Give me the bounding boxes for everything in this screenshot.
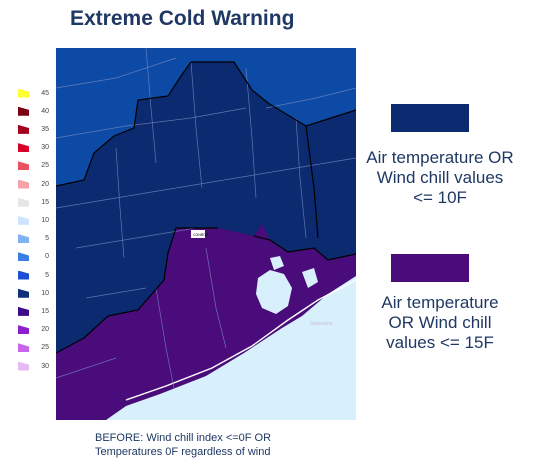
scale-row: 15 [18, 306, 49, 316]
scale-swatch [18, 270, 29, 280]
footnote: BEFORE: Wind chill index <=0F OR Tempera… [95, 432, 272, 458]
page-title: Extreme Cold Warning [70, 7, 295, 30]
scale-row: 10 [18, 215, 49, 225]
scale-row: 35 [18, 124, 49, 134]
scale-swatch [18, 124, 29, 134]
scale-swatch [18, 325, 29, 335]
scale-label: 0 [45, 253, 49, 261]
scale-swatch [18, 88, 29, 98]
scale-swatch [18, 306, 29, 316]
coastline [125, 279, 356, 401]
scale-swatch [18, 197, 29, 207]
scale-swatch [18, 215, 29, 225]
scale-label: 30 [41, 144, 49, 152]
scale-label: 20 [41, 326, 49, 334]
water-area [106, 256, 356, 420]
scale-row: 5 [18, 234, 49, 244]
scale-swatch [18, 288, 29, 298]
scale-swatch [18, 234, 29, 244]
scale-row: 25 [18, 343, 49, 353]
scale-row: 15 [18, 197, 49, 207]
scale-row: 25 [18, 161, 49, 171]
scale-label: 5 [45, 271, 49, 279]
legend-label-navy: Air temperature OR Wind chill values <= … [366, 148, 514, 207]
scale-row: 40 [18, 106, 49, 116]
scale-row: 20 [18, 179, 49, 189]
scale-swatch [18, 161, 29, 171]
scale-swatch [18, 343, 29, 353]
scale-label: 40 [41, 107, 49, 115]
scale-label: 10 [41, 216, 49, 224]
scale-row: 30 [18, 361, 49, 371]
city-marker-label: CONROE [193, 233, 209, 237]
scale-row: 5 [18, 270, 49, 280]
scale-label: 25 [41, 344, 49, 352]
city-marker-box [191, 230, 205, 238]
scale-label: 30 [41, 362, 49, 370]
scale-swatch [18, 252, 29, 262]
scale-swatch [18, 106, 29, 116]
scale-label: 15 [41, 198, 49, 206]
scale-swatch [18, 179, 29, 189]
scale-row: 20 [18, 325, 49, 335]
legend-label-purple: Air temperature OR Wind chill values <= … [381, 293, 499, 352]
scale-row: 0 [18, 252, 49, 262]
scale-label: 45 [41, 89, 49, 97]
scale-label: 20 [41, 180, 49, 188]
county-lines [56, 48, 356, 389]
scale-row: 30 [18, 143, 49, 153]
scale-label: 5 [45, 235, 49, 243]
region-boundary [56, 61, 356, 354]
legend-swatch-navy [391, 104, 469, 132]
galveston-label: Galveston [310, 321, 333, 327]
scale-row: 10 [18, 288, 49, 298]
scale-label: 10 [41, 289, 49, 297]
scale-label: 15 [41, 307, 49, 315]
scale-row: 45 [18, 88, 49, 98]
legend-swatch-purple [391, 254, 469, 282]
warning-map: CONROE Galveston [56, 48, 356, 420]
scale-label: 25 [41, 162, 49, 170]
scale-swatch [18, 361, 29, 371]
scale-swatch [18, 143, 29, 153]
scale-label: 35 [41, 125, 49, 133]
